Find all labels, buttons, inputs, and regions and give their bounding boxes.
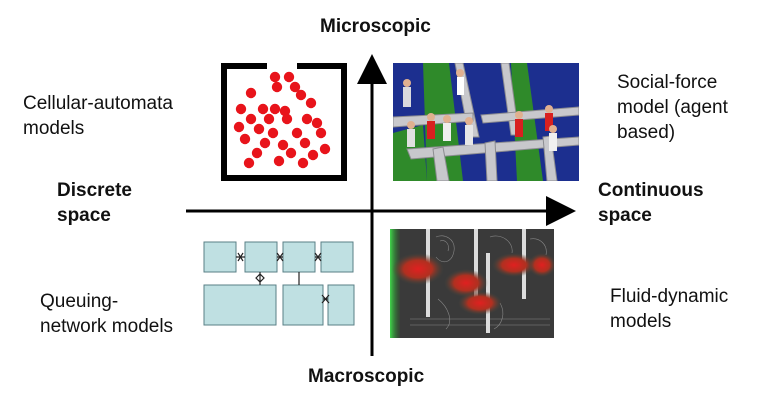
ca-dot [315,127,327,139]
ca-dot [253,123,265,135]
ca-dot [233,121,245,133]
ca-dot [257,103,269,115]
ca-dot [243,157,255,169]
ca-dot [305,97,317,109]
ca-dot [269,71,281,83]
ca-dot [271,81,283,93]
pedestrian-figures [403,69,557,151]
ca-dot [289,81,301,93]
ca-dot [283,71,295,83]
axis-label-discrete-space: Discrete space [57,180,132,226]
ca-dot [311,117,323,129]
ca-dot [291,127,303,139]
ca-dot [295,89,307,101]
ca-dot [279,105,291,117]
queuing-network-label: Queuing- network models [40,291,174,337]
ca-dot [269,103,281,115]
ca-dot [297,157,309,169]
ca-dot [245,113,257,125]
axis-label-microscopic: Microscopic [320,16,431,37]
ca-dot [285,147,297,159]
ca-dot [299,137,311,149]
axis-label-continuous-space: Continuous space [598,180,704,226]
ca-dot [319,143,331,155]
ca-dot [281,113,293,125]
ca-dot [273,155,285,167]
social-force-label: Social-force model (agent based) [617,72,728,143]
axis-label-macroscopic: Macroscopic [308,366,425,387]
ca-dot [235,103,247,115]
ca-dot [259,137,271,149]
cellular-automata-image [221,63,347,181]
ca-dot [263,113,275,125]
ca-dot [277,139,289,151]
cellular-automata-label: Cellular-automata models [23,93,173,139]
social-force-image [393,63,579,181]
ca-dot [267,127,279,139]
ca-dot [307,149,319,161]
fluid-dynamic-image [390,229,554,338]
fluid-dynamic-label: Fluid-dynamic models [610,286,729,332]
queuing-network-image [203,241,355,326]
ca-dot [245,87,257,99]
ca-dot [239,133,251,145]
ca-dot [251,147,263,159]
ca-dot [301,113,313,125]
